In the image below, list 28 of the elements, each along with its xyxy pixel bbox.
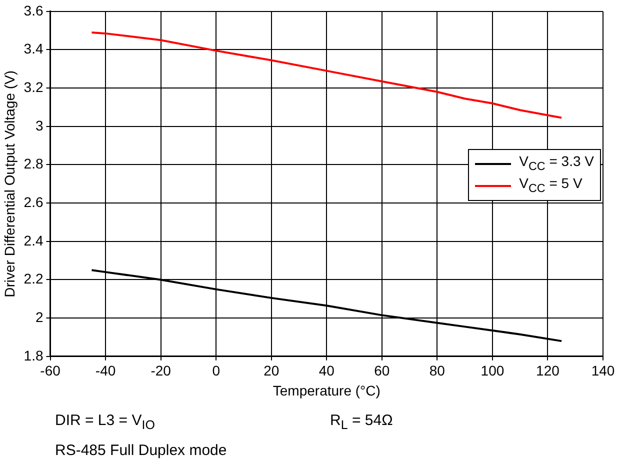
x-tick-label: 100 — [480, 362, 504, 379]
x-tick-label: 140 — [591, 362, 615, 379]
x-tick-label: 60 — [374, 362, 390, 379]
y-tick-label: 2.8 — [24, 156, 44, 172]
y-tick-label: 2.2 — [24, 270, 44, 287]
y-tick-label: 3.4 — [24, 40, 44, 57]
y-tick-label: 1.8 — [24, 347, 44, 364]
x-tick-label: 20 — [264, 362, 280, 379]
y-tick-label: 2 — [35, 308, 44, 325]
x-tick-label: -40 — [95, 362, 116, 379]
legend-label: V$_{CC}$ = 3.3 V — [519, 153, 594, 176]
x-axis-title: Temperature (°C) — [272, 382, 380, 398]
y-axis-title: Driver Differential Output Voltage (V) — [1, 70, 18, 298]
x-tick-label: -60 — [40, 362, 61, 379]
y-tick-label: 2.4 — [24, 232, 44, 248]
x-tick-label: 120 — [536, 362, 560, 379]
text: RS-485 Full Duplex mode — [55, 442, 227, 459]
x-tick-label: -20 — [150, 362, 172, 379]
y-tick-label: 3 — [35, 117, 44, 134]
y-tick-label: 3.2 — [24, 78, 44, 95]
legend-label: V$_{CC}$ = 5 V — [519, 175, 582, 197]
text: DIR = L3 = V$_{IO}$ — [55, 412, 155, 432]
x-tick-label: 80 — [429, 362, 446, 379]
y-tick-label: 3.6 — [24, 2, 44, 18]
y-tick-label: 2.6 — [24, 194, 44, 210]
x-tick-label: 0 — [212, 362, 220, 379]
text: R$_{L}$ = 54Ω — [330, 412, 393, 432]
x-tick-label: 40 — [318, 362, 335, 379]
